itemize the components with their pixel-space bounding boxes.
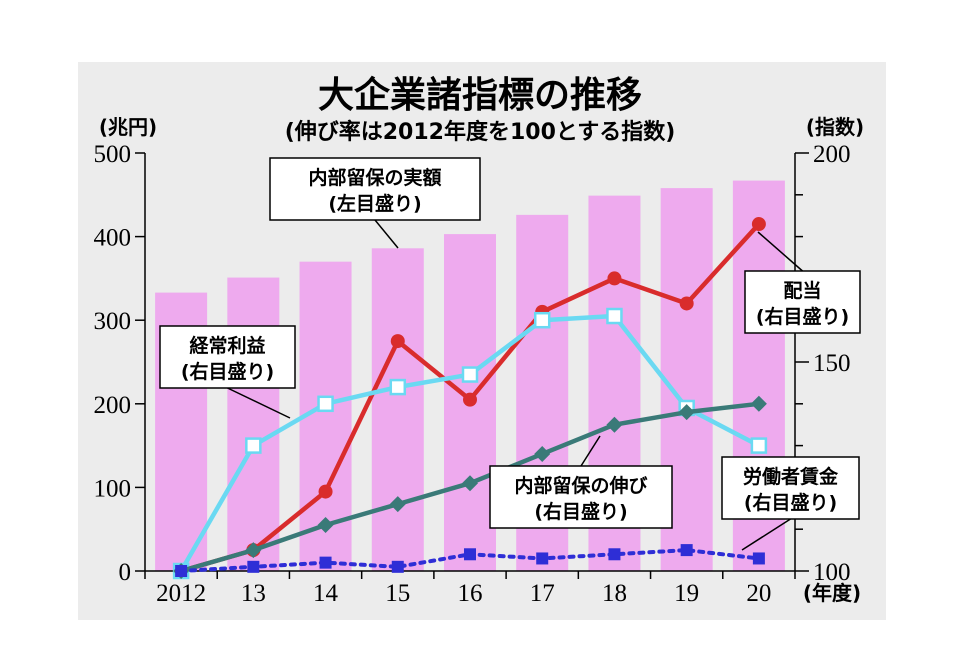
- x-tick-label: 17: [530, 580, 555, 607]
- point-労働者賃金-18: [608, 548, 621, 561]
- x-tick-label: 13: [241, 580, 266, 607]
- point-経常利益-17: [533, 311, 551, 329]
- point-労働者賃金-15: [391, 560, 404, 573]
- y-left-tick-label: 200: [94, 392, 132, 419]
- annotation-leader: [580, 435, 601, 467]
- point-経常利益-15: [389, 378, 407, 396]
- point-内部留保の伸び-14: [317, 517, 334, 534]
- y-right-tick-label: 100: [813, 559, 851, 586]
- annotation-box: [721, 456, 860, 520]
- annotation-box: [159, 325, 296, 389]
- annotation-scale-note: (右目盛り): [756, 305, 849, 328]
- point-労働者賃金-14: [319, 556, 332, 569]
- x-tick-label: 15: [385, 580, 410, 607]
- y-left-tick-label: 400: [94, 225, 132, 252]
- x-tick-label: 2012: [156, 580, 206, 607]
- y-left-tick-label: 500: [94, 141, 132, 168]
- y-right-tick-label: 150: [813, 350, 851, 377]
- point-労働者賃金-2012: [175, 565, 188, 577]
- bar-13: [227, 277, 280, 571]
- y-right-tick-label: 200: [813, 141, 851, 168]
- annotation-title: 内部留保の実額: [308, 166, 441, 189]
- point-内部留保の伸び-18: [606, 416, 623, 433]
- y-left-tick-label: 100: [94, 475, 132, 502]
- point-労働者賃金-17: [536, 552, 549, 565]
- annotation-box: [744, 270, 861, 334]
- y-left-tick-label: 300: [94, 308, 132, 335]
- point-労働者賃金-20: [752, 552, 765, 565]
- annotation-配当: 配当 (右目盛り): [744, 231, 861, 334]
- annotation-労働者賃金: 労働者賃金 (右目盛り): [721, 456, 860, 551]
- annotation-scale-note: (左目盛り): [328, 192, 421, 215]
- y-right-axis-label: (指数): [806, 115, 864, 139]
- annotation-leader: [741, 518, 791, 551]
- annotation-scale-note: (右目盛り): [534, 500, 627, 523]
- point-労働者賃金-19: [680, 544, 693, 557]
- annotation-内部留保の実額: 内部留保の実額 (左目盛り): [269, 157, 481, 249]
- annotation-経常利益: 経常利益 (右目盛り): [159, 325, 296, 419]
- chart-title: 大企業諸指標の推移: [317, 75, 642, 116]
- annotation-title: 内部留保の伸び: [514, 474, 647, 497]
- point-経常利益-16: [461, 366, 479, 383]
- annotation-scale-note: (右目盛り): [181, 360, 274, 383]
- point-労働者賃金-13: [247, 560, 260, 573]
- point-配当-16: [463, 392, 477, 407]
- point-配当-19: [679, 296, 694, 311]
- x-tick-label: 19: [674, 580, 699, 607]
- annotation-title: 労働者賃金: [743, 465, 839, 488]
- point-内部留保の伸び-20: [750, 395, 767, 412]
- annotation-scale-note: (右目盛り): [744, 491, 837, 514]
- annotation-box: [489, 465, 673, 529]
- point-内部留保の伸び-17: [534, 445, 551, 462]
- point-経常利益-20: [750, 437, 768, 454]
- point-内部留保の伸び-13: [245, 542, 262, 559]
- annotation-leader: [757, 231, 803, 272]
- point-経常利益-18: [606, 307, 623, 325]
- point-内部留保の伸び-19: [678, 404, 695, 421]
- annotation-leader: [227, 387, 291, 419]
- bar-15: [371, 248, 424, 571]
- x-tick-label: 16: [458, 580, 483, 607]
- x-tick-label: 20: [746, 580, 771, 607]
- point-経常利益-13: [245, 437, 262, 454]
- point-内部留保の伸び-16: [462, 475, 478, 492]
- point-労働者賃金-16: [464, 548, 476, 561]
- point-配当-18: [607, 271, 622, 286]
- chart-subtitle: (伸び率は2012年度を100とする指数): [284, 120, 676, 145]
- point-内部留保の伸び-15: [389, 496, 406, 513]
- point-配当-14: [318, 484, 333, 499]
- annotation-title: 経常利益: [189, 334, 265, 357]
- x-axis-unit-label: (年度): [803, 581, 861, 605]
- y-left-tick-label: 0: [119, 559, 132, 586]
- point-経常利益-14: [317, 395, 334, 413]
- x-tick-label: 18: [602, 580, 627, 607]
- annotation-box: [269, 157, 481, 221]
- annotation-内部留保の伸び: 内部留保の伸び (右目盛り): [489, 435, 673, 529]
- annotation-leader: [374, 219, 399, 249]
- point-配当-15: [390, 334, 405, 349]
- y-left-axis-label: (兆円): [99, 115, 157, 139]
- point-配当-20: [751, 217, 766, 232]
- x-tick-label: 14: [313, 580, 339, 607]
- annotation-title: 配当: [783, 279, 821, 302]
